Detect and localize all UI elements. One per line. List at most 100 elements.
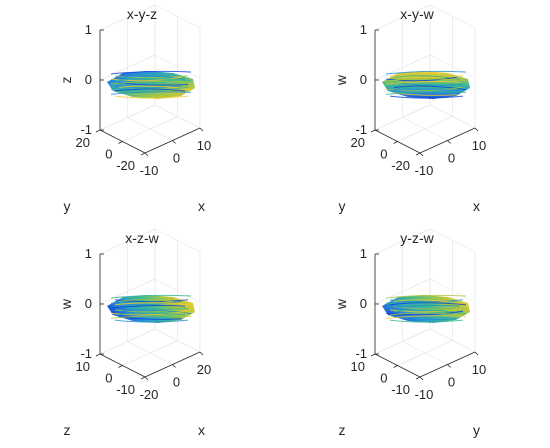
grid-line [429,104,476,129]
trajectory-line [114,312,186,316]
y-tick-label: 0 [380,371,387,386]
y-tick-mark [140,376,146,380]
trajectory-line [385,294,467,299]
x-tick-label: -10 [415,387,434,402]
y-tick-mark [118,365,123,368]
x-axis-label: x [198,198,205,214]
trajectory-line [389,85,458,89]
trajectory-line [110,294,192,299]
z-tick-label: 1 [85,246,92,261]
trajectory-line [110,305,186,309]
grid-line [99,104,156,131]
y-tick-label: 0 [105,147,112,162]
z-tick-label: 1 [360,22,367,37]
y-tick-mark [393,141,398,144]
y-tick-label: 20 [76,135,90,150]
x-tick-mark [144,376,149,381]
y-tick-label: 0 [380,147,387,162]
trajectory-line [393,75,461,80]
subplot-title: x-y-w [400,6,434,22]
x-tick-mark [199,351,204,356]
x-tick-label: 10 [472,138,486,153]
x-axis-label: x [473,198,480,214]
trajectory-line [118,75,186,80]
trajectory-line [110,300,183,306]
trajectory-line [114,85,183,89]
trajectory-line [114,95,189,99]
trajectory-line [389,88,461,92]
trajectory-line [118,309,192,315]
trajectory-line [385,310,464,316]
grid-line [429,228,476,253]
y-axis-label: z [339,422,346,438]
y-axis-label: z [64,422,71,438]
z-tick-label: 0 [360,296,367,311]
trajectory-line [389,302,467,306]
trajectory-line [389,299,464,303]
trajectory-line [389,319,464,323]
grid-line [122,116,178,142]
grid-line [374,4,431,31]
x-tick-label: 0 [173,151,180,166]
x-axis-label: x [198,422,205,438]
x-tick-label: -20 [140,387,159,402]
y-tick-mark [95,129,101,133]
trajectory-line [389,309,458,313]
grid-line [154,228,201,253]
trajectory-line [114,319,189,323]
z-tick-label: 1 [360,246,367,261]
x-tick-mark [144,152,149,157]
y-axis-label: y [339,198,346,214]
x-tick-label: 0 [448,151,455,166]
grid-line [122,340,178,366]
z-tick-label: -1 [80,122,92,137]
z-tick-label: -1 [355,346,367,361]
x-tick-mark [199,127,204,132]
grid-line [154,4,201,29]
z-axis-label: w [333,74,349,86]
trajectory-line [114,88,186,92]
y-tick-mark [393,365,398,368]
y-tick-label: 10 [76,359,90,374]
x-tick-mark [474,127,479,132]
trajectory-line [114,299,189,303]
trajectory-line [114,78,192,82]
grid-line [154,104,201,129]
z-tick-label: -1 [355,122,367,137]
grid-line [429,328,476,353]
trajectory-line [385,305,461,309]
z-tick-label: 0 [85,296,92,311]
trajectory-line [389,78,467,82]
x-tick-mark [447,364,451,368]
y-tick-label: -10 [391,382,410,397]
trajectory-line [118,85,192,91]
y-tick-mark [118,141,123,144]
trajectory-line [110,81,186,85]
grid [99,4,201,154]
y-tick-label: 0 [105,371,112,386]
trajectory-line [110,76,183,82]
trajectory-line [385,91,467,95]
y-tick-mark [140,152,146,156]
y-tick-mark [95,353,101,357]
x-tick-mark [474,351,479,356]
x-tick-mark [419,152,424,157]
x-tick-mark [172,364,176,368]
trajectory-line [389,75,464,79]
y-tick-mark [370,129,376,133]
trajectory-line [110,86,189,92]
grid-line [397,340,453,366]
grid-line [99,228,156,255]
trajectory-line [110,310,189,316]
trajectory-line [385,315,467,319]
trajectory-line [385,76,458,82]
trajectory-line [393,299,461,304]
subplot-title: x-y-z [127,6,157,22]
x-tick-mark [172,140,176,144]
z-tick-label: 0 [85,72,92,87]
